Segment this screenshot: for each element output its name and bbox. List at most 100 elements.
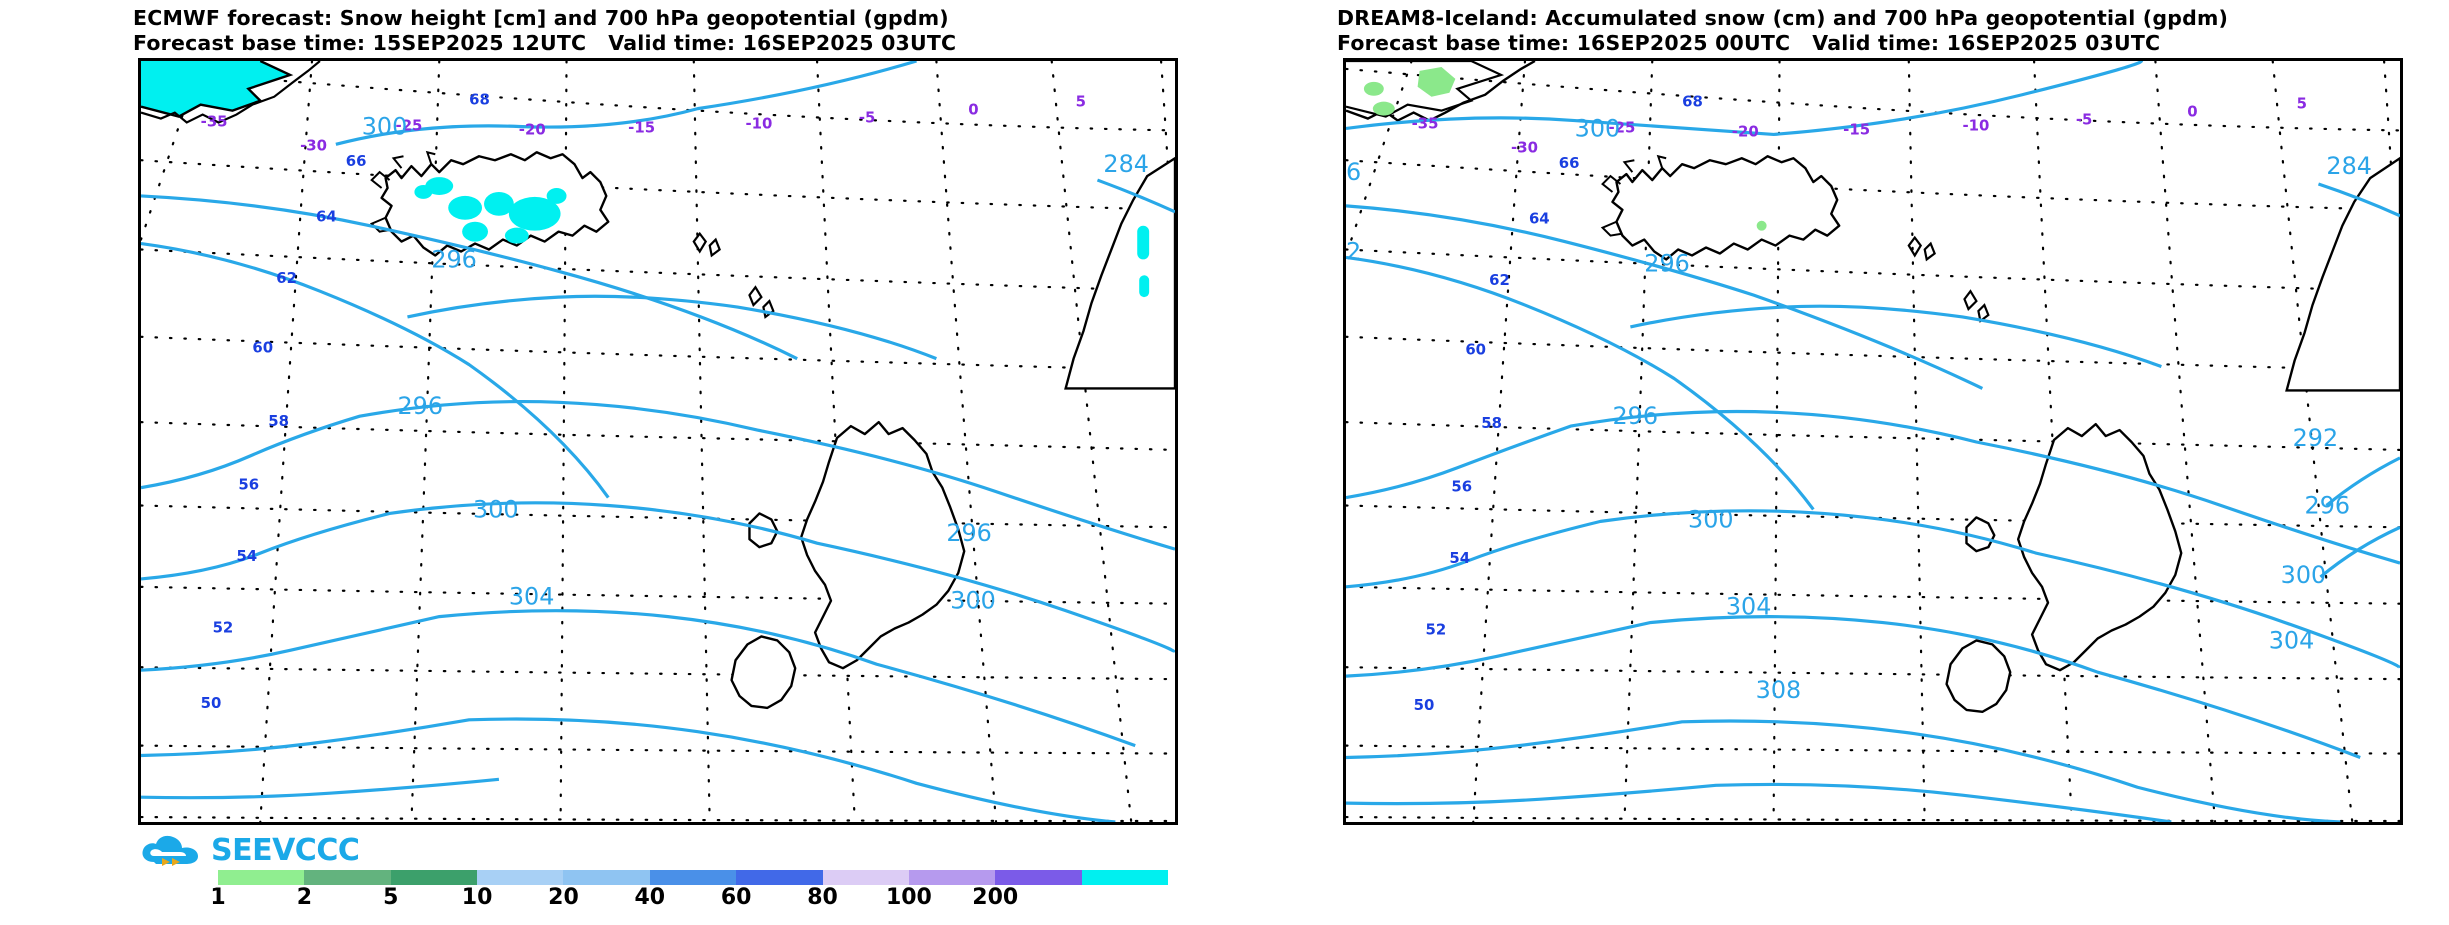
svg-text:0: 0 <box>2187 103 2197 121</box>
latitude-labels: 68 66 64 62 60 58 56 54 52 50 <box>1414 93 1703 714</box>
svg-text:300: 300 <box>362 112 408 140</box>
svg-text:300: 300 <box>2281 561 2327 589</box>
colorbar-cell <box>1081 870 1168 885</box>
svg-text:54: 54 <box>1449 549 1470 567</box>
longitude-labels: -35 -30 -25 -20 -15 -10 -5 0 5 <box>1412 95 2307 157</box>
title-line-2: Forecast base time: 15SEP2025 12UTC Valid… <box>133 31 1224 56</box>
svg-text:300: 300 <box>1688 505 1734 533</box>
svg-text:68: 68 <box>469 91 490 109</box>
svg-text:5: 5 <box>1076 93 1086 111</box>
geopotential-contours <box>141 61 1175 822</box>
svg-text:308: 308 <box>1756 676 1802 704</box>
svg-text:284: 284 <box>1103 150 1149 178</box>
svg-text:-30: -30 <box>300 136 327 154</box>
map-canvas-ecmwf: -35 -30 -25 -20 -15 -10 -5 0 5 68 66 <box>138 58 1178 825</box>
svg-text:66: 66 <box>346 152 367 170</box>
svg-text:-15: -15 <box>1843 120 1870 138</box>
title-line-1: ECMWF forecast: Snow height [cm] and 700… <box>133 6 949 30</box>
svg-text:296: 296 <box>2305 491 2351 519</box>
colorbar-tick: 100 <box>885 885 932 910</box>
svg-text:60: 60 <box>252 339 273 357</box>
colorbar-cell <box>995 870 1082 885</box>
cloud-icon <box>140 832 202 870</box>
valid-time-text: Valid time: 16SEP2025 03UTC <box>1812 31 2161 55</box>
longitude-labels: -35 -30 -25 -20 -15 -10 -5 0 5 <box>201 93 1086 155</box>
coastline-islands <box>692 231 775 319</box>
svg-text:-35: -35 <box>1412 114 1439 132</box>
colorbar-tick: 1 <box>210 885 226 910</box>
colorbar-tick: 40 <box>634 885 666 910</box>
svg-text:-20: -20 <box>1732 122 1759 140</box>
colorbar-cell <box>218 870 305 885</box>
svg-text:-10: -10 <box>745 114 772 132</box>
contour-value-labels: 300 296 296 300 304 308 292 296 300 304 … <box>1346 114 2372 704</box>
colorbar-labels: 1 2 5 10 20 40 60 80 100 200 <box>210 885 1168 912</box>
svg-text:52: 52 <box>213 619 234 637</box>
svg-text:-35: -35 <box>201 112 228 130</box>
colorbar-tick: 2 <box>296 885 313 910</box>
colorbar-cell <box>649 870 737 885</box>
colorbar-tick: 5 <box>383 885 399 910</box>
svg-text:66: 66 <box>1559 154 1580 172</box>
title-line-1: DREAM8-Iceland: Accumulated snow (cm) an… <box>1337 6 2229 30</box>
svg-text:304: 304 <box>2269 626 2315 654</box>
longitude-gridlines <box>141 61 1175 822</box>
svg-text:50: 50 <box>201 694 222 712</box>
colorbar-cell <box>304 870 391 885</box>
geopotential-contours <box>1346 61 2400 822</box>
svg-text:6: 6 <box>1346 158 1361 186</box>
map-svg-dream8: -35 -30 -25 -20 -15 -10 -5 0 5 68 66 64 <box>1346 61 2400 822</box>
panel-dream8: DREAM8-Iceland: Accumulated snow (cm) an… <box>1225 0 2449 925</box>
svg-text:-30: -30 <box>1511 138 1538 156</box>
svg-text:-15: -15 <box>628 118 655 136</box>
svg-text:-5: -5 <box>2076 111 2093 129</box>
svg-text:62: 62 <box>1489 271 1510 289</box>
colorbar-cell <box>908 870 996 885</box>
svg-text:-10: -10 <box>1962 116 1989 134</box>
coastline-greenland <box>1346 61 1536 122</box>
svg-text:-25: -25 <box>1609 118 1636 136</box>
latitude-gridlines <box>1346 67 2400 822</box>
colorbar-strip <box>218 870 1168 885</box>
svg-text:292: 292 <box>2293 424 2339 452</box>
svg-text:2: 2 <box>1346 237 1361 265</box>
svg-text:52: 52 <box>1426 620 1447 638</box>
svg-text:50: 50 <box>1414 696 1435 714</box>
colorbar-tick: 20 <box>548 885 579 910</box>
svg-text:304: 304 <box>509 583 555 611</box>
colorbar-tick: 80 <box>807 885 838 910</box>
panel-title-ecmwf: ECMWF forecast: Snow height [cm] and 700… <box>0 6 1224 56</box>
colorbar-cell <box>390 870 478 885</box>
coastline-islands <box>1907 235 1990 323</box>
panel-title-dream8: DREAM8-Iceland: Accumulated snow (cm) an… <box>1225 6 2449 56</box>
colorbar-cell <box>822 870 909 885</box>
map-canvas-dream8: -35 -30 -25 -20 -15 -10 -5 0 5 68 66 64 <box>1343 58 2403 825</box>
svg-text:304: 304 <box>1726 593 1772 621</box>
coastline-british-isles <box>1945 422 2183 714</box>
svg-text:56: 56 <box>238 476 259 494</box>
svg-text:296: 296 <box>431 245 477 273</box>
coastline-iceland <box>1600 154 1841 261</box>
colorbar-tick: 200 <box>972 885 1019 910</box>
svg-text:64: 64 <box>316 208 337 226</box>
snow-fill-patches <box>414 177 567 244</box>
svg-text:0: 0 <box>968 101 978 119</box>
contour-value-labels: 300 296 296 300 304 296 300 284 <box>362 112 1149 614</box>
coastline-greenland <box>141 61 321 124</box>
map-svg-ecmwf: -35 -30 -25 -20 -15 -10 -5 0 5 68 66 <box>141 61 1175 822</box>
colorbar-tick: 60 <box>720 885 752 910</box>
base-time-text: Forecast base time: 15SEP2025 12UTC <box>133 31 587 55</box>
svg-text:-25: -25 <box>396 116 423 134</box>
latitude-labels: 68 66 64 62 60 58 56 54 52 50 <box>201 91 490 712</box>
colorbar-left: 1 2 5 10 20 40 60 80 100 200 <box>210 870 1168 912</box>
svg-text:296: 296 <box>398 392 444 420</box>
svg-text:-5: -5 <box>859 109 876 127</box>
svg-text:58: 58 <box>268 412 289 430</box>
svg-text:296: 296 <box>1644 249 1690 277</box>
svg-text:300: 300 <box>473 495 519 523</box>
panel-ecmwf: ECMWF forecast: Snow height [cm] and 700… <box>0 0 1224 925</box>
svg-text:56: 56 <box>1451 478 1472 496</box>
svg-text:62: 62 <box>276 269 297 287</box>
svg-text:68: 68 <box>1682 93 1703 111</box>
